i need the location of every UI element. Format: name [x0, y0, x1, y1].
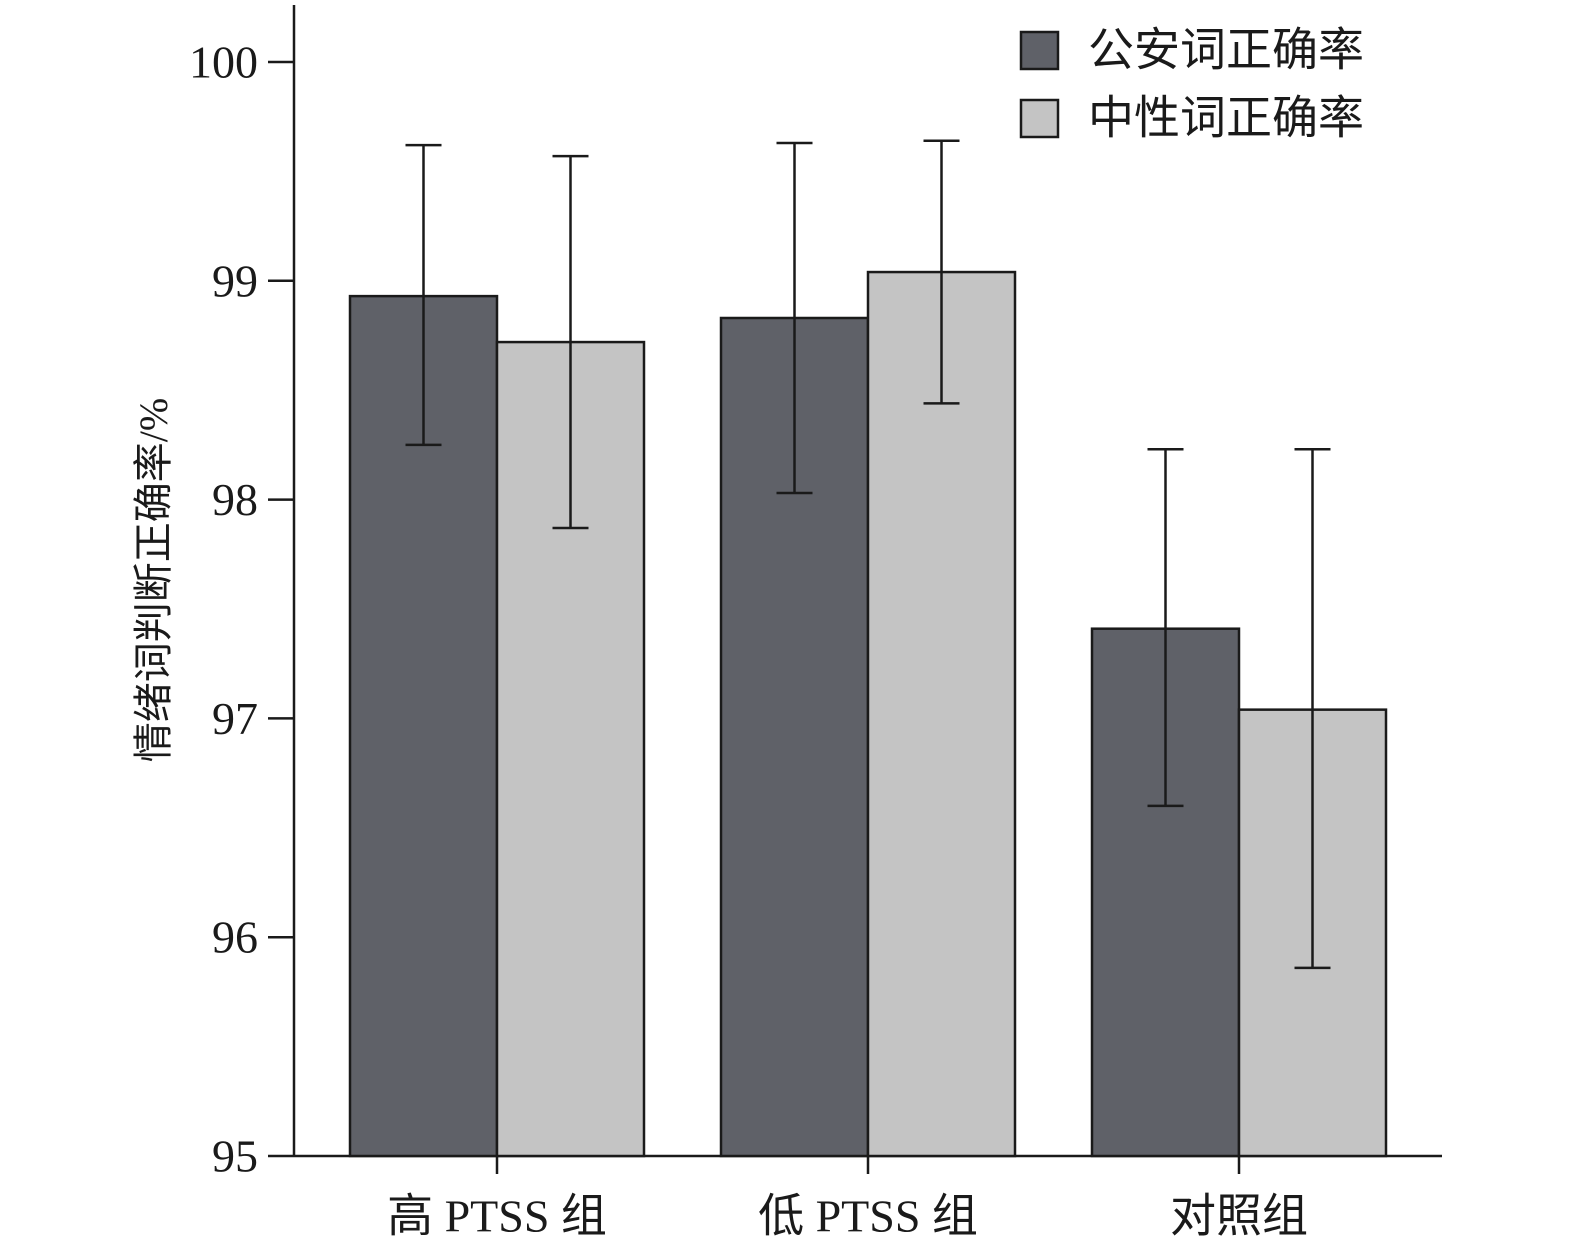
- y-tick-label: 97: [212, 693, 258, 744]
- y-axis-label: 情绪词判断正确率/%: [131, 398, 176, 762]
- x-category-label: 高 PTSS 组: [387, 1191, 607, 1242]
- y-tick-label: 95: [212, 1131, 258, 1182]
- bars: [348, 270, 1388, 1158]
- legend-swatch: [1019, 30, 1060, 71]
- legend-label: 中性词正确率: [1088, 93, 1364, 144]
- y-tick-label: 100: [189, 37, 258, 88]
- x-category-label: 对照组: [1170, 1191, 1308, 1242]
- error-bars: [405, 139, 1331, 970]
- legend-label: 公安词正确率: [1088, 25, 1364, 76]
- y-ticks: 95 96 97 98 99 100: [189, 37, 294, 1182]
- y-tick-label: 99: [212, 255, 258, 306]
- x-category-label: 低 PTSS 组: [758, 1191, 978, 1242]
- y-tick-label: 98: [212, 474, 258, 525]
- x-categories: 高 PTSS 组 低 PTSS 组 对照组: [387, 1156, 1308, 1242]
- y-tick-label: 96: [212, 912, 258, 963]
- legend-swatch: [1019, 98, 1060, 139]
- bar: [866, 270, 1017, 1158]
